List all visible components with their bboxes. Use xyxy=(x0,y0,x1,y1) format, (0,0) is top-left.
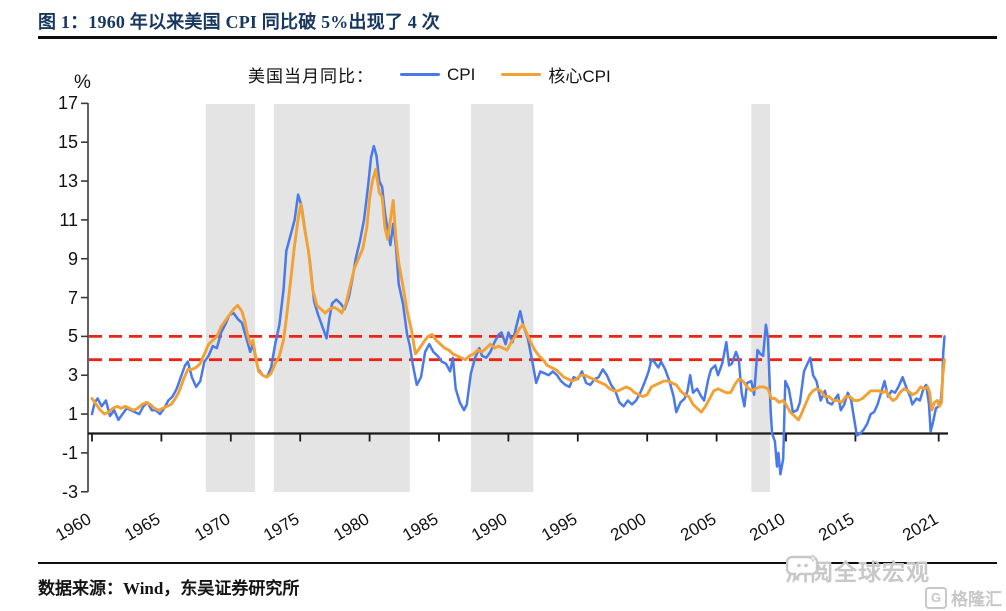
y-axis-label: 15 xyxy=(57,132,78,153)
chart-legend: 美国当月同比： CPI 核心CPI xyxy=(248,62,611,87)
figure-title: 图 1：1960 年以来美国 CPI 同比破 5%出现了 4 次 xyxy=(38,12,440,32)
watermark-brand: 川阅全球宏观 xyxy=(786,553,930,587)
legend-label-core-cpi: 核心CPI xyxy=(548,67,611,86)
y-axis-label: -3 xyxy=(61,481,78,502)
y-axis-label: 1 xyxy=(67,404,78,425)
speech-bubble-icon xyxy=(786,553,819,583)
legend-label-cpi: CPI xyxy=(447,64,476,84)
highlight-band xyxy=(273,104,410,492)
data-source-note: 数据来源：Wind，东吴证券研究所 xyxy=(38,579,300,598)
watermark-platform-text: 格隆汇 xyxy=(951,590,1002,609)
y-axis-label: 7 xyxy=(67,287,78,308)
y-axis-label: -1 xyxy=(61,442,78,463)
highlight-band xyxy=(751,104,771,492)
legend-title: 美国当月同比： xyxy=(248,67,374,86)
series-line-cpi xyxy=(90,144,946,476)
platform-logo-icon: G xyxy=(925,586,947,609)
title-divider-rule xyxy=(38,36,997,39)
highlight-band xyxy=(470,104,534,492)
line-chart-plot xyxy=(81,102,948,493)
cpi-line-swatch xyxy=(400,72,440,77)
y-axis-label: 11 xyxy=(59,209,78,230)
legend-item-core-cpi: 核心CPI xyxy=(501,62,611,87)
series-line-core-cpi xyxy=(90,167,946,422)
y-axis-label: 9 xyxy=(67,248,78,269)
watermark-platform: G 格隆汇 xyxy=(925,585,1002,610)
highlight-band xyxy=(205,104,256,492)
y-axis-label: 5 xyxy=(67,326,78,347)
y-axis-label: 3 xyxy=(67,365,78,386)
core-cpi-line-swatch xyxy=(501,72,542,77)
y-axis-label: 13 xyxy=(57,171,78,192)
y-axis-unit-label: % xyxy=(74,72,91,93)
legend-item-cpi: CPI xyxy=(400,65,475,85)
y-axis-label: 17 xyxy=(57,93,78,114)
footer-divider-rule xyxy=(38,562,997,564)
